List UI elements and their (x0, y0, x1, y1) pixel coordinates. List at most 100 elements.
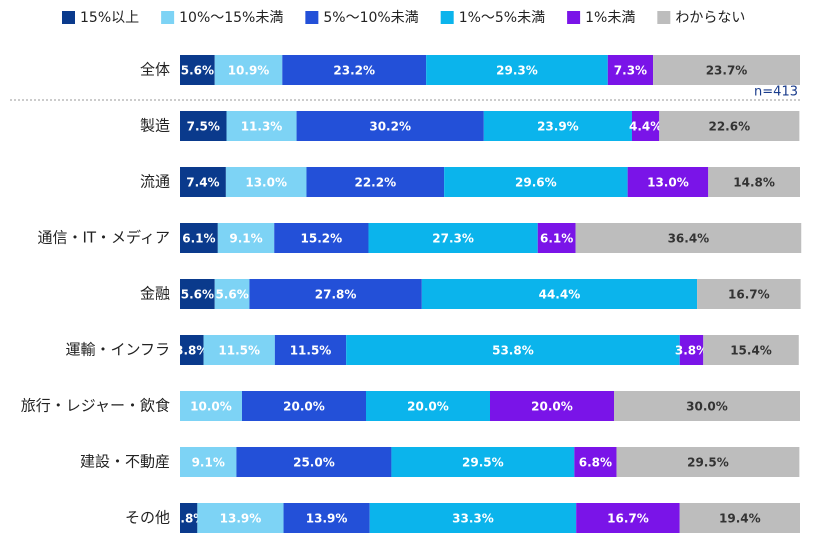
bar-segment (180, 279, 215, 309)
value-label: 7.4% (186, 176, 219, 190)
value-label: 6.8% (579, 456, 612, 470)
value-label: 53.8% (492, 344, 534, 358)
bar-segment (197, 503, 284, 533)
bar-segment (369, 503, 577, 533)
legend-label: 15%以上 (80, 10, 139, 26)
value-label: 2.8% (172, 512, 205, 526)
bar-segment (217, 223, 275, 253)
bar-segment (653, 55, 800, 85)
value-label: 13.0% (647, 176, 689, 190)
bar-segment (203, 335, 275, 365)
category-label: 旅行・レジャー・飲食 (21, 397, 170, 415)
value-label: 7.5% (187, 120, 220, 134)
bar-segment (180, 503, 198, 533)
bar-segment (282, 55, 427, 85)
category-label: その他 (125, 509, 170, 527)
value-label: 19.4% (719, 512, 761, 526)
bar-segment (180, 391, 242, 421)
value-label: 30.2% (369, 120, 411, 134)
value-label: 3.8% (675, 344, 708, 358)
bar-segment (214, 279, 250, 309)
bar-segment (697, 279, 801, 309)
legend-swatch (161, 11, 175, 24)
value-label: 20.0% (283, 400, 325, 414)
bar-segment (180, 55, 215, 85)
bar-segment (274, 223, 369, 253)
value-label: 30.0% (686, 400, 728, 414)
bar-segment (614, 391, 800, 421)
value-label: 23.2% (333, 64, 375, 78)
category-label: 製造 (140, 117, 170, 135)
value-label: 7.3% (614, 64, 647, 78)
bar-segment (576, 503, 680, 533)
value-label: 10.9% (228, 64, 270, 78)
legend-label: わからない (675, 10, 745, 26)
bar-segment (708, 167, 800, 197)
bar-segment (575, 223, 802, 253)
value-label: 36.4% (668, 232, 710, 246)
bar-segment (537, 223, 576, 253)
bar-segment (703, 335, 799, 365)
bar-segment (346, 335, 680, 365)
value-label: 6.1% (182, 232, 215, 246)
value-label: 11.5% (290, 344, 332, 358)
value-label: 4.4% (629, 120, 662, 134)
legend-swatch (657, 11, 671, 24)
bar-segment (296, 111, 484, 141)
bar-segment (366, 391, 490, 421)
value-label: 13.0% (245, 176, 287, 190)
bar-segment (426, 55, 608, 85)
value-label: 27.8% (315, 288, 357, 302)
legend-label: 10%〜15%未満 (179, 10, 283, 26)
legend-swatch (305, 11, 319, 24)
value-label: 11.5% (218, 344, 260, 358)
bar-segment (180, 335, 204, 365)
value-label: 25.0% (293, 456, 335, 470)
bar-segment (249, 279, 422, 309)
value-label: 9.1% (192, 456, 225, 470)
bar-segment (444, 167, 628, 197)
bar-segment (631, 111, 660, 141)
value-label: 29.3% (496, 64, 538, 78)
bar-segment (659, 111, 800, 141)
value-label: 11.3% (241, 120, 283, 134)
bar-segment (368, 223, 538, 253)
value-label: 29.5% (687, 456, 729, 470)
annotation: n=413 (754, 85, 798, 100)
bar-segment (391, 447, 575, 477)
legend-swatch (440, 11, 454, 24)
value-label: 22.6% (708, 120, 750, 134)
value-label: 29.6% (515, 176, 557, 190)
value-label: 9.1% (229, 232, 262, 246)
category-label: 流通 (140, 173, 170, 191)
value-label: 44.4% (539, 288, 581, 302)
bar-segment (483, 111, 632, 141)
value-label: 3.8% (175, 344, 208, 358)
bar-segment (214, 55, 283, 85)
legend-swatch (62, 11, 75, 24)
bar-segment (226, 111, 297, 141)
value-label: 16.7% (607, 512, 649, 526)
value-label: 29.5% (462, 456, 504, 470)
bar-segment (490, 391, 614, 421)
bar-segment (607, 55, 654, 85)
bar-segment (574, 447, 617, 477)
bar-segment (421, 279, 698, 309)
bar-segment (180, 223, 218, 253)
value-label: 23.9% (537, 120, 579, 134)
category-label: 全体 (140, 61, 170, 79)
value-label: 13.9% (306, 512, 348, 526)
value-label: 5.6% (181, 288, 214, 302)
category-label: 運輸・インフラ (65, 341, 170, 359)
bar-segment (679, 335, 704, 365)
value-label: 20.0% (407, 400, 449, 414)
bar-segment (616, 447, 800, 477)
value-label: 27.3% (432, 232, 474, 246)
value-label: 33.3% (452, 512, 494, 526)
category-label: 金融 (140, 285, 170, 303)
value-label: 22.2% (354, 176, 396, 190)
legend-label: 1%未満 (585, 10, 635, 26)
category-label: 通信・IT・メディア (37, 229, 170, 247)
legend-swatch (567, 11, 581, 24)
